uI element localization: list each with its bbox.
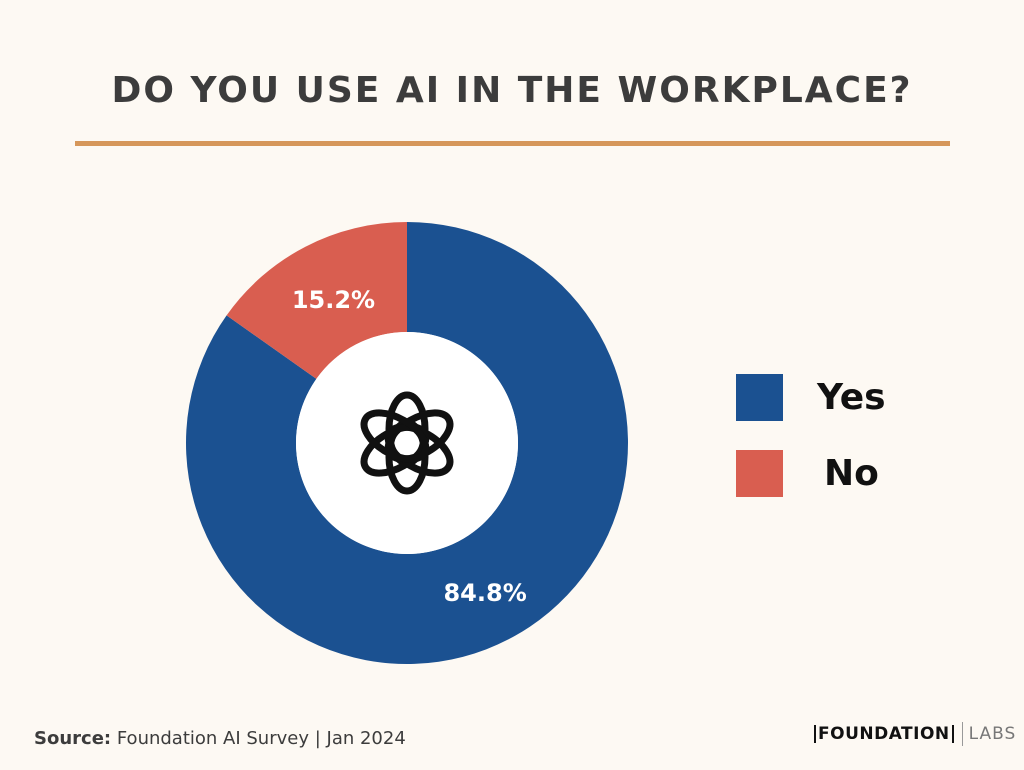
openai-logo-icon	[360, 391, 454, 495]
legend: Yes No	[736, 372, 886, 524]
title-divider	[75, 141, 950, 146]
source-label: Source:	[34, 728, 112, 749]
legend-label-yes: Yes	[817, 376, 886, 418]
legend-item-yes: Yes	[736, 372, 886, 422]
slice-no	[226, 222, 407, 379]
slice-yes	[186, 222, 628, 665]
donut-hole	[296, 332, 518, 554]
source-text: Foundation AI Survey | Jan 2024	[116, 728, 406, 749]
legend-label-no: No	[824, 452, 879, 494]
legend-swatch-yes	[736, 373, 783, 421]
legend-swatch-no	[736, 449, 783, 497]
slice-label-no: 15.2%	[292, 286, 375, 314]
source-note: Source: Foundation AI Survey | Jan 2024	[34, 728, 406, 749]
brand-logo: FOUNDATION LABS	[814, 722, 1016, 746]
brand-name: FOUNDATION	[814, 725, 954, 743]
chart-title: DO YOU USE AI IN THE WORKPLACE?	[111, 70, 913, 111]
legend-item-no: No	[736, 448, 886, 498]
slice-label-yes: 84.8%	[443, 579, 526, 607]
brand-suffix: LABS	[968, 724, 1017, 744]
brand-separator	[961, 722, 963, 746]
